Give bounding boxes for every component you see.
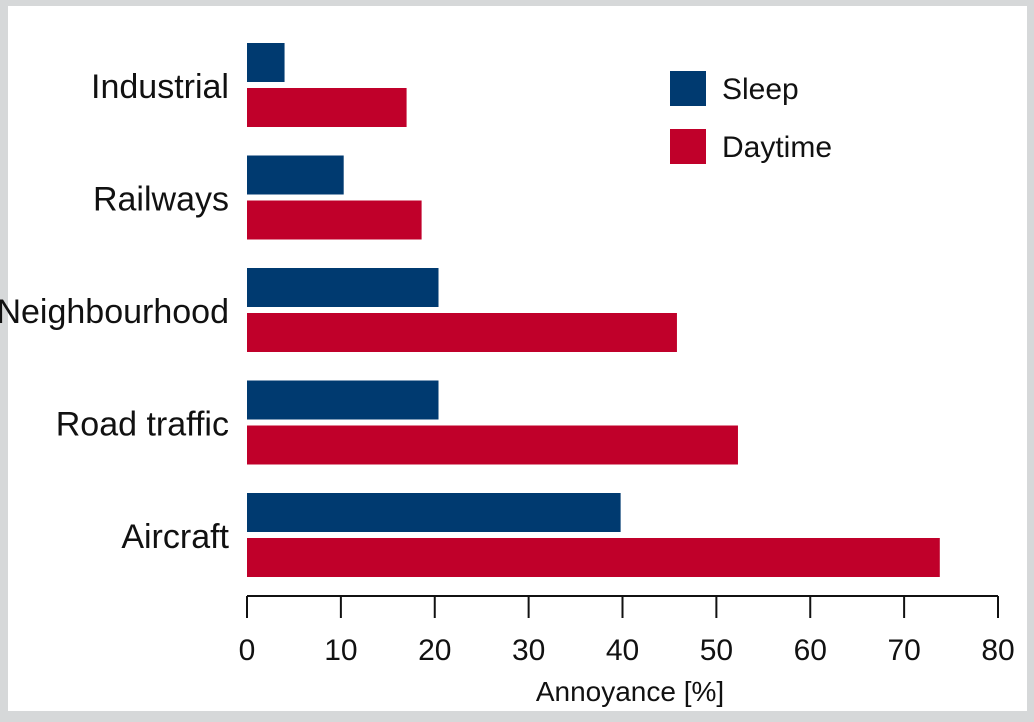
category-label-road-traffic: Road traffic (56, 406, 229, 444)
legend-swatch-daytime (670, 129, 706, 164)
bar-sleep-aircraft (247, 493, 621, 532)
x-tick-label: 10 (324, 634, 357, 667)
legend-label-daytime: Daytime (722, 131, 832, 164)
x-axis: 0 10 20 30 40 50 60 70 80 (239, 595, 1015, 667)
category-label-railways: Railways (93, 181, 229, 219)
category-label-industrial: Industrial (91, 68, 229, 106)
legend-swatch-sleep (670, 71, 706, 106)
x-tick-label: 0 (239, 634, 256, 667)
x-tick-label: 80 (981, 634, 1014, 667)
bar-sleep-industrial (247, 43, 285, 82)
bars-group (247, 43, 940, 577)
legend-label-sleep: Sleep (722, 73, 799, 106)
bar-sleep-neighbourhood (247, 268, 439, 307)
bar-sleep-railways (247, 155, 344, 195)
bar-daytime-neighbourhood (247, 313, 677, 352)
bar-sleep-road-traffic (247, 380, 439, 420)
x-tick-label: 70 (887, 634, 920, 667)
category-label-neighbourhood: Neighbourhood (0, 293, 229, 331)
bar-daytime-aircraft (247, 538, 940, 577)
x-tick-label: 50 (700, 634, 733, 667)
x-tick-label: 20 (418, 634, 451, 667)
bar-daytime-road-traffic (247, 425, 738, 465)
bar-daytime-industrial (247, 88, 407, 127)
x-tick-label: 60 (794, 634, 827, 667)
x-tick-label: 40 (606, 634, 639, 667)
category-label-aircraft: Aircraft (121, 518, 229, 556)
bar-daytime-railways (247, 200, 422, 240)
legend: Sleep Daytime (670, 71, 832, 164)
category-labels-group: Industrial Railways Neighbourhood Road traf… (0, 68, 230, 556)
plot-background (8, 6, 1027, 711)
x-axis-title: Annoyance [%] (536, 676, 724, 707)
x-tick-label: 30 (512, 634, 545, 667)
